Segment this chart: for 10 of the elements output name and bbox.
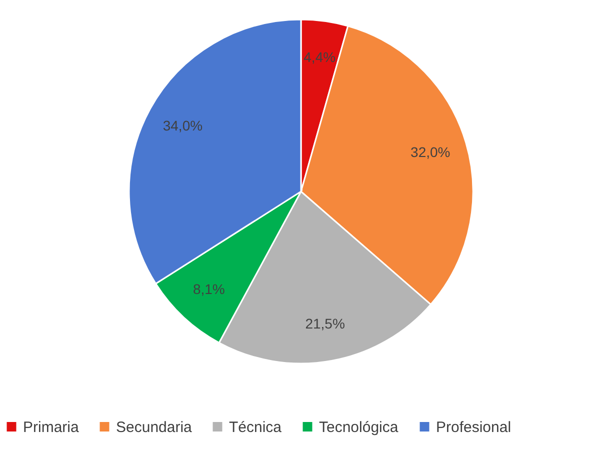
legend-label: Primaria (23, 418, 80, 436)
data-label: 8,1% (192, 281, 225, 298)
legend-label: Técnica (229, 418, 282, 436)
data-label: 4,4% (304, 48, 336, 65)
legend-label: Tecnológica (319, 418, 399, 436)
data-label: 34,0% (162, 117, 203, 134)
data-label: 32,0% (410, 144, 450, 160)
data-label: 21,5% (305, 315, 345, 332)
legend-label: Profesional (436, 418, 512, 436)
legend-label: Secundaria (116, 418, 193, 436)
